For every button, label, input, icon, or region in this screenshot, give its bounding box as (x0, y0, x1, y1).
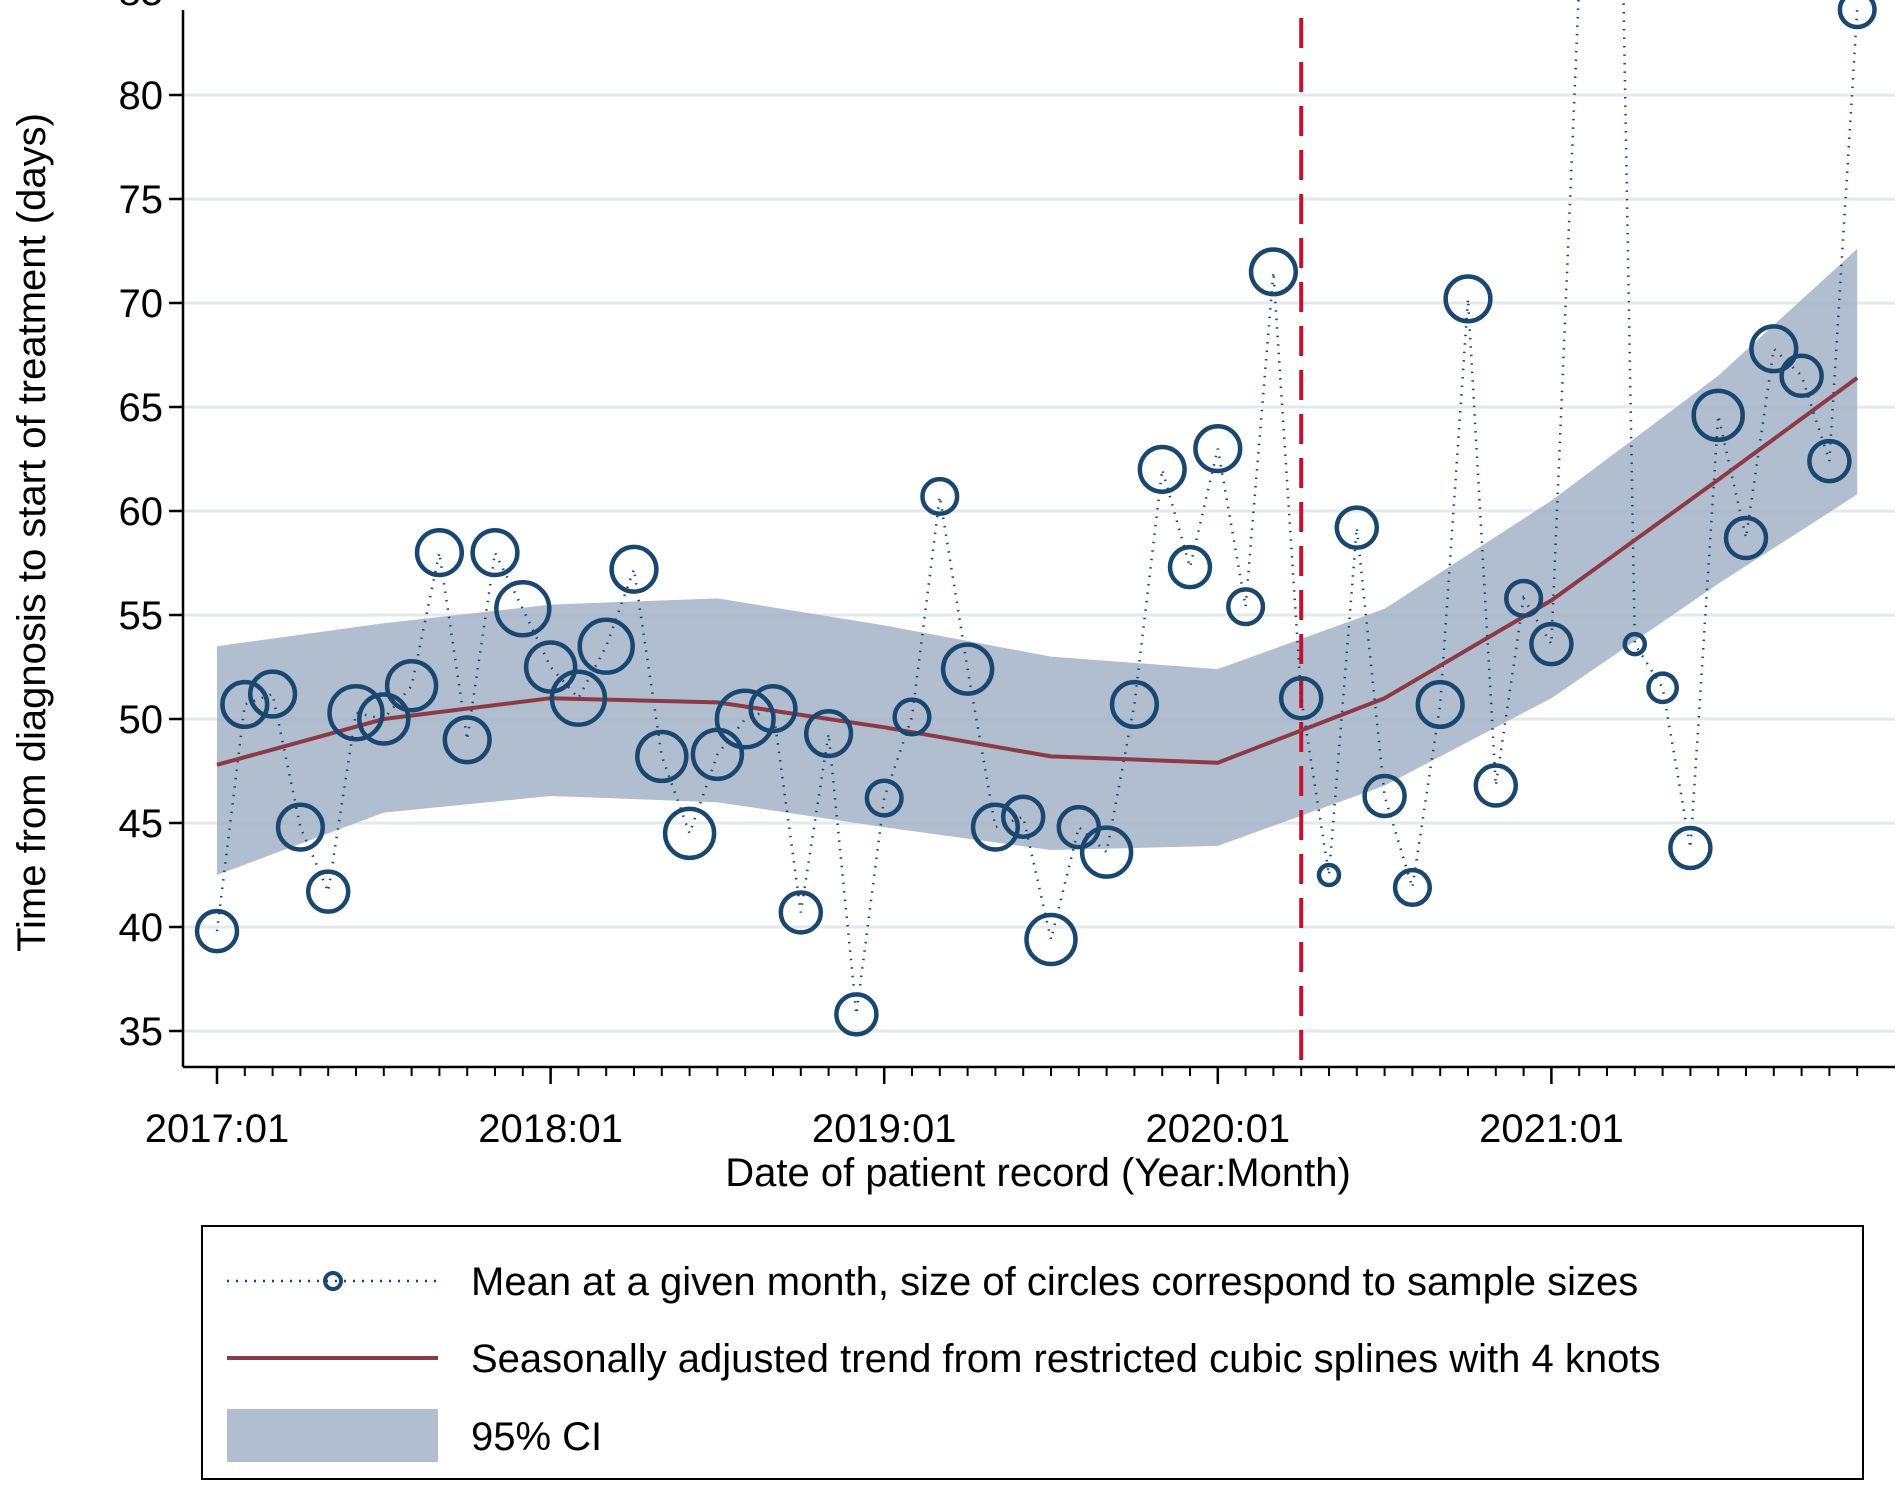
legend-mean-label: Mean at a given month, size of circles c… (471, 1260, 1638, 1304)
mean-marker-53 (1668, 825, 1713, 871)
mean-marker-55 (1723, 515, 1769, 561)
mean-marker-2 (247, 669, 298, 719)
legend-mean-swatch-circle (323, 1271, 343, 1291)
mean-marker-4 (305, 869, 351, 914)
mean-marker-28 (970, 802, 1021, 852)
mean-marker-3 (275, 802, 326, 852)
mean-marker-34 (1137, 444, 1187, 495)
mean-marker-8 (414, 527, 465, 578)
mean-marker-16 (635, 729, 689, 784)
mean-marker-9 (442, 715, 492, 765)
trend-group (216, 376, 1859, 767)
y-tick-label-50: 50 (119, 698, 164, 742)
legend-ci-swatch (227, 1409, 438, 1462)
mean-marker-24 (864, 778, 904, 818)
mean-marker-13 (549, 669, 608, 727)
legend-ci-label: 95% CI (471, 1415, 602, 1459)
mean-marker-17 (662, 806, 717, 861)
mean-marker-29 (1000, 794, 1046, 840)
mean-marker-44 (1415, 679, 1465, 730)
y-tick-label-70: 70 (119, 282, 164, 326)
legend-trend-label: Seasonally adjusted trend from restricte… (471, 1337, 1660, 1381)
mean-marker-32 (1079, 825, 1134, 879)
mean-marker-26 (920, 476, 960, 517)
mean-marker-51 (1622, 631, 1648, 657)
mean-marker-1 (220, 679, 270, 730)
mean-marker-45 (1443, 274, 1493, 324)
y-tick-label-75: 75 (119, 178, 164, 222)
mean-marker-59 (1837, 0, 1877, 30)
y-tick-label-40: 40 (119, 906, 164, 950)
x-tick-label-2018:01: 2018:01 (478, 1107, 623, 1151)
mean-marker-48 (1529, 621, 1574, 667)
mean-marker-21 (778, 890, 824, 935)
mean-marker-36 (1193, 423, 1243, 474)
mean-marker-23 (834, 992, 879, 1037)
x-axis-title: Date of patient record (Year:Month) (725, 1151, 1351, 1195)
mean-marker-54 (1691, 388, 1745, 443)
mean-marker-14 (577, 617, 635, 675)
mean-marker-40 (1316, 862, 1342, 888)
y-tick-label-45: 45 (119, 802, 164, 846)
legend: Mean at a given month, size of circles c… (201, 1225, 1864, 1480)
axes: 3540455055606570758085909510010511011512… (119, 0, 1895, 1151)
mean-marker-37 (1226, 587, 1266, 627)
y-tick-label-65: 65 (119, 386, 164, 430)
mean-marker-7 (384, 658, 439, 713)
x-tick-label-2020:01: 2020:01 (1146, 1107, 1291, 1151)
marker-group (194, 0, 1877, 1037)
mean-marker-0 (194, 908, 240, 954)
mean-marker-22 (803, 708, 854, 759)
mean-marker-33 (1109, 679, 1160, 730)
y-tick-label-80: 80 (119, 74, 164, 118)
x-tick-label-2021:01: 2021:01 (1479, 1107, 1624, 1151)
legend-box (201, 1225, 1864, 1480)
mean-marker-19 (714, 688, 776, 750)
ci-band-group (217, 248, 1858, 875)
mean-marker-56 (1749, 324, 1799, 374)
mean-marker-6 (357, 692, 411, 746)
mean-marker-20 (748, 683, 798, 734)
mean-marker-57 (1779, 353, 1824, 399)
x-tick-label-2017:01: 2017:01 (145, 1107, 290, 1151)
y-tick-label-35: 35 (119, 1010, 164, 1054)
mean-marker-35 (1167, 544, 1213, 590)
mean-marker-46 (1473, 763, 1519, 808)
mean-marker-52 (1646, 671, 1679, 705)
y-tick-label-55: 55 (119, 594, 164, 638)
mean-marker-30 (1024, 912, 1078, 967)
mean-marker-5 (327, 684, 385, 742)
mean-marker-38 (1248, 247, 1299, 297)
mean-marker-10 (470, 527, 520, 578)
mean-marker-42 (1362, 773, 1407, 819)
mean-marker-39 (1278, 675, 1324, 721)
mean-marker-25 (892, 697, 932, 737)
mean-marker-11 (494, 580, 552, 638)
x-tick-label-2019:01: 2019:01 (812, 1107, 957, 1151)
mean-marker-47 (1504, 578, 1544, 618)
trend-line (216, 376, 1859, 767)
mean-marker-43 (1392, 867, 1432, 908)
y-axis-title: Time from diagnosis to start of treatmen… (10, 113, 54, 952)
y-tick-label-60: 60 (119, 490, 164, 534)
y-tick-label-85: 85 (119, 0, 164, 14)
mean-marker-15 (609, 544, 659, 594)
mean-marker-58 (1807, 438, 1852, 484)
ci-band (217, 248, 1858, 875)
mean-marker-41 (1334, 505, 1380, 550)
mean-marker-27 (940, 642, 995, 696)
